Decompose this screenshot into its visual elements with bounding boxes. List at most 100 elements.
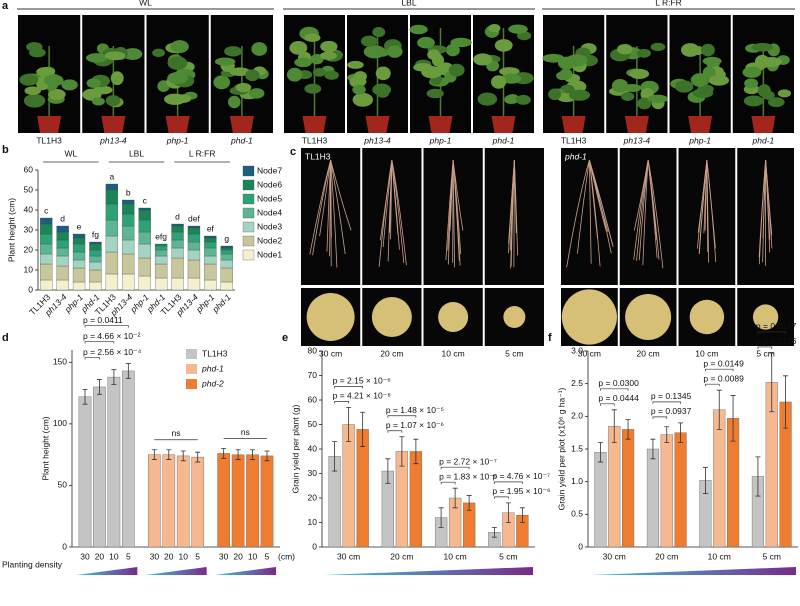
bar-segment (40, 217, 53, 225)
bar-segment (56, 231, 69, 241)
leaf (477, 92, 498, 106)
leaf (363, 45, 386, 59)
leaf (386, 45, 403, 58)
bar-segment (154, 243, 168, 247)
y-tick-label: 2.0 (571, 411, 583, 421)
legend-label: Node1 (257, 249, 282, 259)
leaf (751, 42, 773, 52)
error-bar (755, 456, 761, 497)
leaf (499, 67, 520, 76)
bar-segment (105, 203, 119, 221)
comparison-line (652, 401, 681, 404)
leaf (23, 93, 46, 108)
comparison-line (84, 325, 129, 328)
y-tick-label: 20 (308, 492, 318, 502)
bar (107, 376, 121, 548)
branch (391, 159, 400, 250)
leaf (372, 83, 392, 96)
error-bar (264, 450, 270, 462)
leaf (110, 71, 124, 86)
seed-pile (438, 302, 469, 332)
significance-letter: g (224, 233, 229, 243)
comparison-line (705, 383, 720, 387)
bar-segment (89, 243, 102, 251)
bar (121, 370, 135, 548)
error-bar (250, 449, 256, 460)
pot (491, 116, 516, 133)
leaf (152, 48, 166, 58)
p-value: p = 0.1345 (651, 391, 692, 401)
genotype-label: php-1 (166, 135, 189, 145)
panel-label: b (2, 144, 9, 156)
bar-segment (122, 225, 135, 241)
bar-segment (122, 203, 135, 215)
bar-segment (40, 243, 53, 255)
bar-segment (220, 253, 233, 261)
legend-swatch (186, 364, 197, 374)
leaf (170, 40, 189, 54)
density-label: 20 cm (380, 348, 403, 358)
x-tick-label: 5 (195, 551, 200, 561)
leaf (319, 51, 338, 60)
p-value: p = 0.0089 (703, 373, 744, 383)
density-gradient (324, 567, 533, 575)
leaf (757, 84, 771, 98)
leaf (617, 43, 633, 55)
x-tick-label: phd-1 (210, 292, 233, 315)
p-value: p = 0.0149 (703, 358, 744, 368)
pot (37, 116, 62, 133)
leaf (360, 35, 378, 47)
branch (330, 159, 338, 268)
bar (594, 452, 607, 548)
bar-segment (122, 273, 135, 291)
error-bar (519, 507, 525, 523)
significance-letter: fg (92, 229, 99, 239)
bar-segment (138, 207, 151, 211)
x-tick-label: 10 (248, 551, 258, 561)
leaf (61, 79, 78, 91)
bar (646, 448, 660, 548)
bar-segment (187, 241, 201, 251)
bar-segment (138, 257, 151, 277)
y-tick-label: 1.0 (571, 476, 583, 486)
x-tick-label: 5 cm (499, 551, 517, 561)
density-gradient (76, 567, 138, 575)
legend-label: TL1H3 (202, 348, 228, 358)
branch (588, 159, 592, 264)
density-label: 20 cm (637, 348, 660, 358)
leaf (224, 46, 243, 57)
leaf (227, 95, 241, 109)
y-axis-label: Grain yield per plot (x10⁶ g ha⁻¹) (556, 387, 566, 510)
y-tick-label: 60 (308, 394, 318, 404)
comparison-line (334, 401, 349, 404)
leaf (352, 84, 366, 95)
leaf (542, 53, 565, 63)
leaf (294, 57, 312, 68)
bar-segment (105, 251, 119, 275)
x-axis-label: Planting density (2, 559, 63, 569)
y-tick-label: 0 (28, 284, 33, 294)
leaf (568, 89, 591, 101)
bar-segment (56, 279, 69, 291)
branch (588, 159, 607, 232)
error-bar (730, 395, 736, 442)
bar-segment (72, 237, 86, 245)
comparison-line (757, 346, 773, 349)
bar-segment (187, 259, 201, 279)
group-label: LBL (401, 0, 416, 7)
leaf (623, 83, 642, 93)
x-tick-label: 10 (109, 551, 119, 561)
p-value: p = 0.0444 (598, 393, 639, 403)
comparison-line (440, 466, 470, 470)
leaf (104, 51, 126, 61)
genotype-label: ph13-4 (623, 135, 651, 145)
error-bar (346, 406, 352, 443)
bar (162, 454, 176, 548)
bar-segment (220, 247, 233, 251)
bar-segment (204, 241, 217, 249)
p-value: p = 1.48 × 10⁻⁵ (386, 405, 444, 415)
y-tick-label: 30 (24, 224, 34, 234)
group-label: LBL (129, 148, 144, 158)
y-tick-label: 50 (24, 184, 34, 194)
genotype-label: ph13-4 (363, 135, 391, 145)
